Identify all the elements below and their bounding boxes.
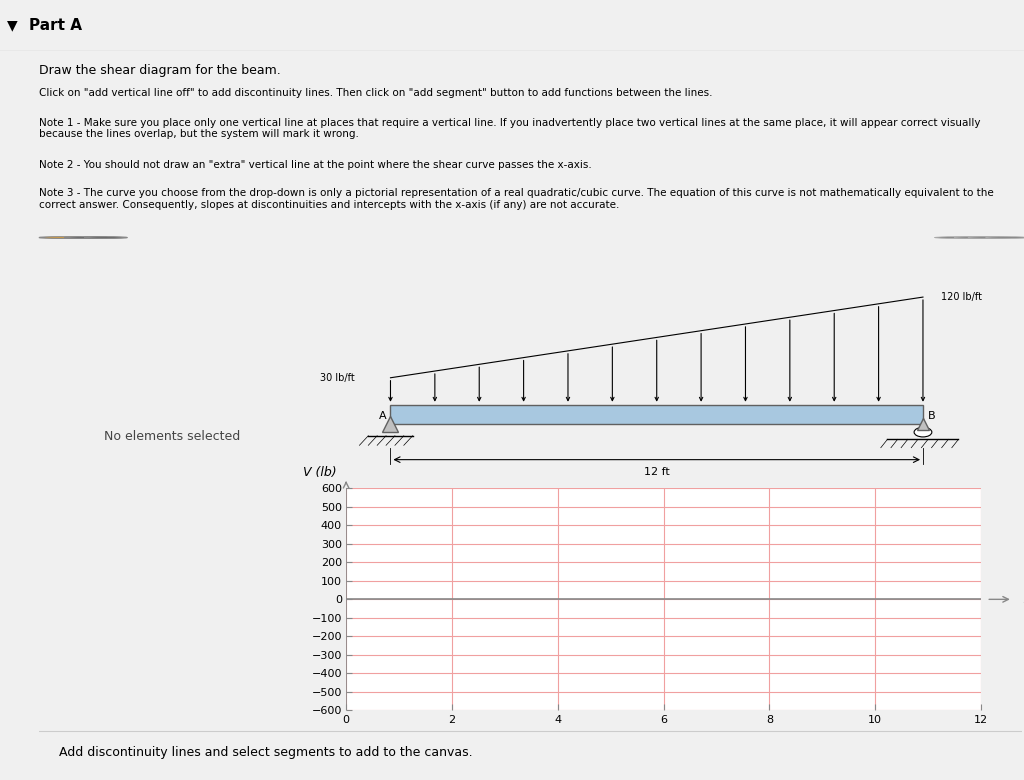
Text: Note 1 - Make sure you place only one vertical line at places that require a ver: Note 1 - Make sure you place only one ve… <box>39 118 980 140</box>
Text: 12 ft: 12 ft <box>644 466 670 477</box>
Circle shape <box>39 236 82 239</box>
Text: ▼: ▼ <box>7 19 17 32</box>
Circle shape <box>985 236 1024 239</box>
Text: A: A <box>379 411 386 421</box>
Circle shape <box>968 236 1011 239</box>
Text: Note 3 - The curve you choose from the drop-down is only a pictorial representat: Note 3 - The curve you choose from the d… <box>39 188 993 210</box>
Circle shape <box>65 236 108 239</box>
Text: V (lb): V (lb) <box>303 466 337 479</box>
Text: No elements selected: No elements selected <box>103 430 241 443</box>
Circle shape <box>935 236 978 239</box>
Text: Draw the shear diagram for the beam.: Draw the shear diagram for the beam. <box>39 64 281 77</box>
Text: B: B <box>928 411 935 421</box>
Text: Click on "add vertical line off" to add discontinuity lines. Then click on "add : Click on "add vertical line off" to add … <box>39 87 713 98</box>
Text: Note 2 - You should not draw an "extra" vertical line at the point where the she: Note 2 - You should not draw an "extra" … <box>39 160 592 170</box>
Circle shape <box>914 427 932 437</box>
Bar <box>390 405 923 424</box>
Text: Part A: Part A <box>29 18 82 33</box>
Text: Add discontinuity lines and select segments to add to the canvas.: Add discontinuity lines and select segme… <box>58 746 472 760</box>
Circle shape <box>954 236 997 239</box>
Circle shape <box>84 236 127 239</box>
Text: 120 lb/ft: 120 lb/ft <box>941 292 982 302</box>
Text: 30 lb/ft: 30 lb/ft <box>321 373 355 383</box>
